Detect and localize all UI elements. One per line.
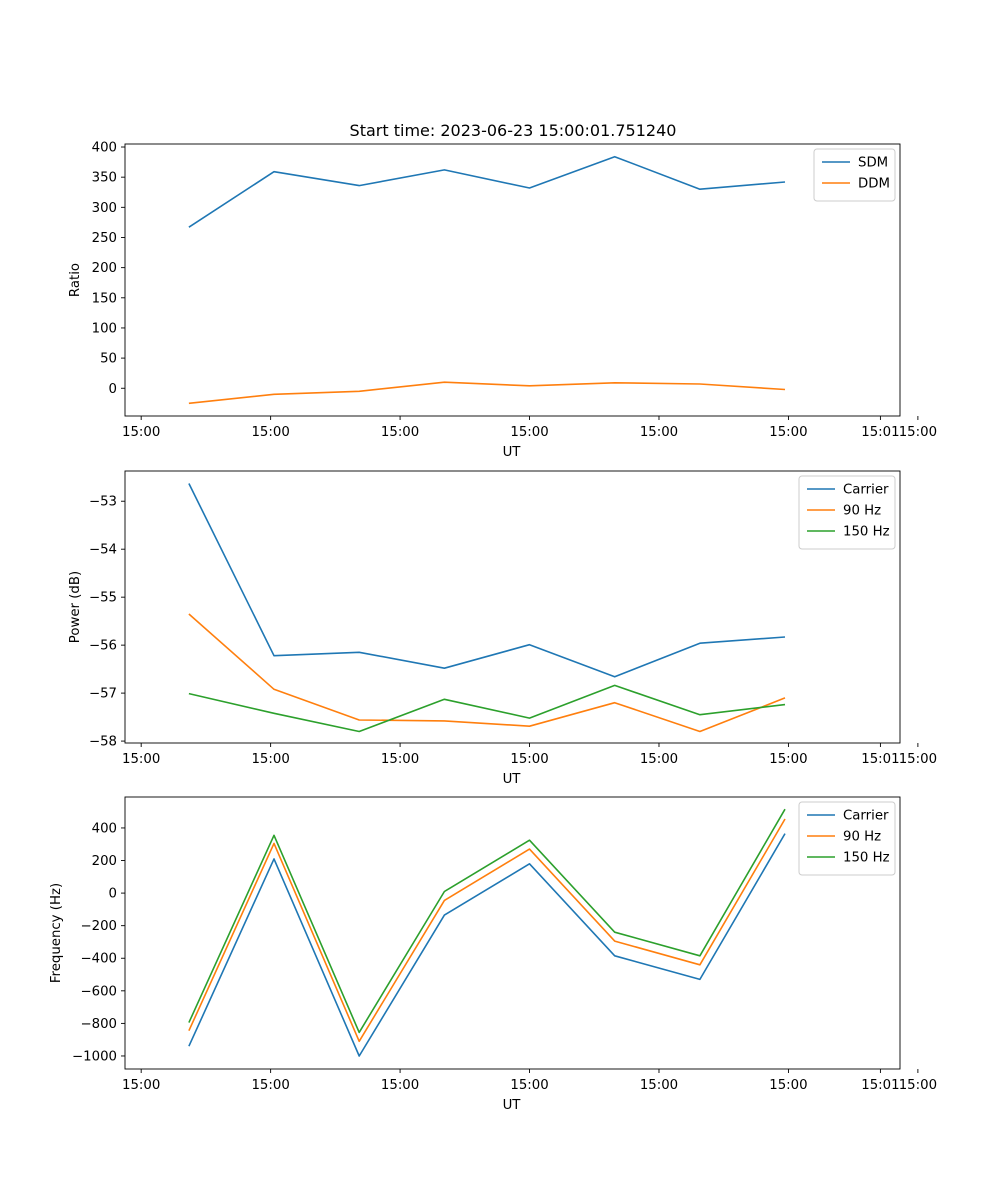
x-tick-label: 15:00 <box>640 1078 678 1093</box>
x-tick-end-label: 15:01 <box>861 425 899 440</box>
y-tick-label: 400 <box>92 141 117 156</box>
y-tick-label: 300 <box>92 201 117 216</box>
series-line-carrier <box>188 483 786 678</box>
legend-entry: 150 Hz <box>843 525 890 540</box>
x-tick-label: 15:00 <box>251 1078 289 1093</box>
y-tick-label: 350 <box>92 171 117 186</box>
legend-entry: 90 Hz <box>843 504 881 519</box>
x-tick-end-label: 15:01 <box>861 1078 899 1093</box>
legend-entry: DDM <box>858 177 890 192</box>
x-tick-label: 15:00 <box>122 1078 160 1093</box>
y-tick-label: 200 <box>92 854 117 869</box>
x-tick-label: 15:00 <box>122 425 160 440</box>
figure-title: Start time: 2023-06-23 15:00:01.751240 <box>350 121 677 140</box>
y-tick-label: −400 <box>80 952 117 967</box>
series-line-150-hz <box>188 684 786 733</box>
x-tick-label: 15:00 <box>381 425 419 440</box>
x-tick-label: 15:00 <box>899 752 937 767</box>
x-tick-label: 15:00 <box>899 1078 937 1093</box>
x-axis-label: UT <box>503 772 522 787</box>
legend-entry: 150 Hz <box>843 851 890 866</box>
y-tick-label: −600 <box>80 984 117 999</box>
x-tick-label: 15:00 <box>381 752 419 767</box>
x-tick-label: 15:00 <box>769 425 807 440</box>
y-tick-label: −56 <box>89 639 117 654</box>
x-tick-label: 15:00 <box>381 1078 419 1093</box>
y-axis-label: Ratio <box>68 263 83 297</box>
series-line-90-hz <box>188 613 786 733</box>
series-line-sdm <box>188 155 786 228</box>
x-tick-label: 15:00 <box>769 752 807 767</box>
y-tick-label: −1000 <box>72 1049 117 1064</box>
x-axis-label: UT <box>503 1098 522 1113</box>
y-tick-label: 150 <box>92 291 117 306</box>
y-tick-label: −58 <box>89 735 117 750</box>
x-tick-label: 15:00 <box>640 425 678 440</box>
y-tick-label: −54 <box>89 543 117 558</box>
x-axis-label: UT <box>503 445 522 460</box>
y-tick-label: 200 <box>92 261 117 276</box>
y-tick-label: −200 <box>80 919 117 934</box>
legend-entry: Carrier <box>843 483 889 498</box>
legend: Carrier 90 Hz 150 Hz <box>798 801 896 876</box>
y-tick-label: 0 <box>109 382 117 397</box>
legend-entry: SDM <box>858 156 888 171</box>
y-axis-label: Power (dB) <box>68 571 83 643</box>
y-tick-label: −53 <box>89 495 117 510</box>
x-tick-label: 15:00 <box>510 1078 548 1093</box>
x-tick-label: 15:00 <box>510 752 548 767</box>
x-tick-label: 15:00 <box>251 425 289 440</box>
x-tick-label: 15:00 <box>899 425 937 440</box>
y-tick-label: 100 <box>92 321 117 336</box>
series-line-90-hz <box>188 818 786 1043</box>
y-tick-label: 400 <box>92 821 117 836</box>
y-tick-label: −800 <box>80 1017 117 1032</box>
legend: SDM DDM <box>813 148 896 202</box>
y-tick-label: −55 <box>89 591 117 606</box>
plot-frame <box>124 470 901 744</box>
x-tick-label: 15:00 <box>640 752 678 767</box>
x-tick-label: 15:00 <box>510 425 548 440</box>
legend-entry: Carrier <box>843 809 889 824</box>
x-tick-label: 15:00 <box>251 752 289 767</box>
y-tick-label: 50 <box>100 352 117 367</box>
series-line-ddm <box>188 381 786 405</box>
x-tick-label: 15:00 <box>769 1078 807 1093</box>
plot-frame <box>124 796 901 1070</box>
x-tick-label: 15:00 <box>122 752 160 767</box>
y-tick-label: 0 <box>109 887 117 902</box>
y-axis-label: Frequency (Hz) <box>49 883 64 983</box>
legend: Carrier 90 Hz 150 Hz <box>798 475 896 550</box>
x-tick-end-label: 15:01 <box>861 752 899 767</box>
legend-entry: 90 Hz <box>843 830 881 845</box>
plot-frame <box>124 143 901 417</box>
series-line-150-hz <box>188 808 786 1034</box>
series-line-carrier <box>188 833 786 1057</box>
y-tick-label: 250 <box>92 231 117 246</box>
y-tick-label: −57 <box>89 687 117 702</box>
